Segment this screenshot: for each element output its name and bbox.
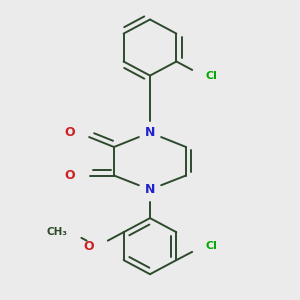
Text: O: O xyxy=(84,240,94,253)
Text: N: N xyxy=(145,126,155,139)
Text: Cl: Cl xyxy=(206,70,218,81)
Text: Cl: Cl xyxy=(206,241,218,251)
Text: O: O xyxy=(64,169,75,182)
Text: O: O xyxy=(64,126,75,139)
Text: N: N xyxy=(145,183,155,196)
Text: CH₃: CH₃ xyxy=(47,227,68,237)
